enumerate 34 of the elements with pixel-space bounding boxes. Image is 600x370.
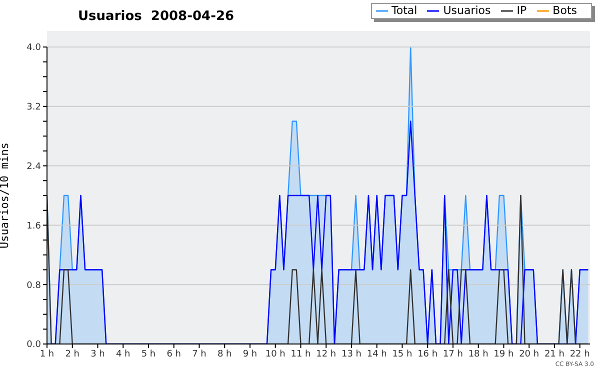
legend-label: Bots bbox=[552, 4, 577, 17]
x-tick-label: 3 h bbox=[90, 349, 105, 360]
legend-label: IP bbox=[516, 4, 527, 17]
x-tick-label: 13 h bbox=[341, 349, 362, 360]
x-tick-label: 19 h bbox=[494, 349, 514, 360]
legend-label: Total bbox=[392, 4, 418, 17]
x-tick-label: 12 h bbox=[316, 349, 336, 360]
x-tick-label: 5 h bbox=[141, 349, 156, 360]
x-tick-label: 11 h bbox=[290, 349, 311, 360]
x-tick-label: 14 h bbox=[366, 349, 387, 360]
x-tick-label: 16 h bbox=[418, 349, 438, 360]
x-tick-label: 10 h bbox=[265, 349, 286, 360]
legend-label: Usuarios bbox=[443, 4, 491, 17]
x-tick-label: 9 h bbox=[242, 349, 258, 360]
y-tick-label: 1.6 bbox=[26, 221, 42, 232]
x-tick-label: 15 h bbox=[392, 349, 412, 360]
x-tick-label: 17 h bbox=[442, 349, 463, 360]
x-tick-label: 2 h bbox=[65, 349, 80, 360]
y-tick-label: 3.2 bbox=[26, 102, 41, 113]
x-tick-label: 6 h bbox=[166, 349, 182, 360]
x-tick-label: 21 h bbox=[544, 349, 564, 360]
x-tick-label: 22 h bbox=[570, 349, 590, 360]
x-tick-label: 1 h bbox=[40, 349, 54, 360]
y-tick-label: 0.0 bbox=[26, 340, 42, 350]
y-tick-label: 4.0 bbox=[26, 43, 42, 54]
x-tick-label: 7 h bbox=[192, 349, 206, 360]
x-tick-label: 18 h bbox=[468, 349, 488, 360]
y-axis-title: Usuarios/10 mins bbox=[0, 142, 11, 248]
x-tick-label: 20 h bbox=[519, 349, 540, 360]
chart-title: Usuarios 2008-04-26 bbox=[78, 9, 234, 24]
y-tick-label: 0.8 bbox=[26, 280, 42, 291]
x-tick-label: 4 h bbox=[116, 349, 130, 360]
x-tick-label: 8 h bbox=[217, 349, 232, 360]
y-tick-label: 2.4 bbox=[26, 162, 42, 172]
